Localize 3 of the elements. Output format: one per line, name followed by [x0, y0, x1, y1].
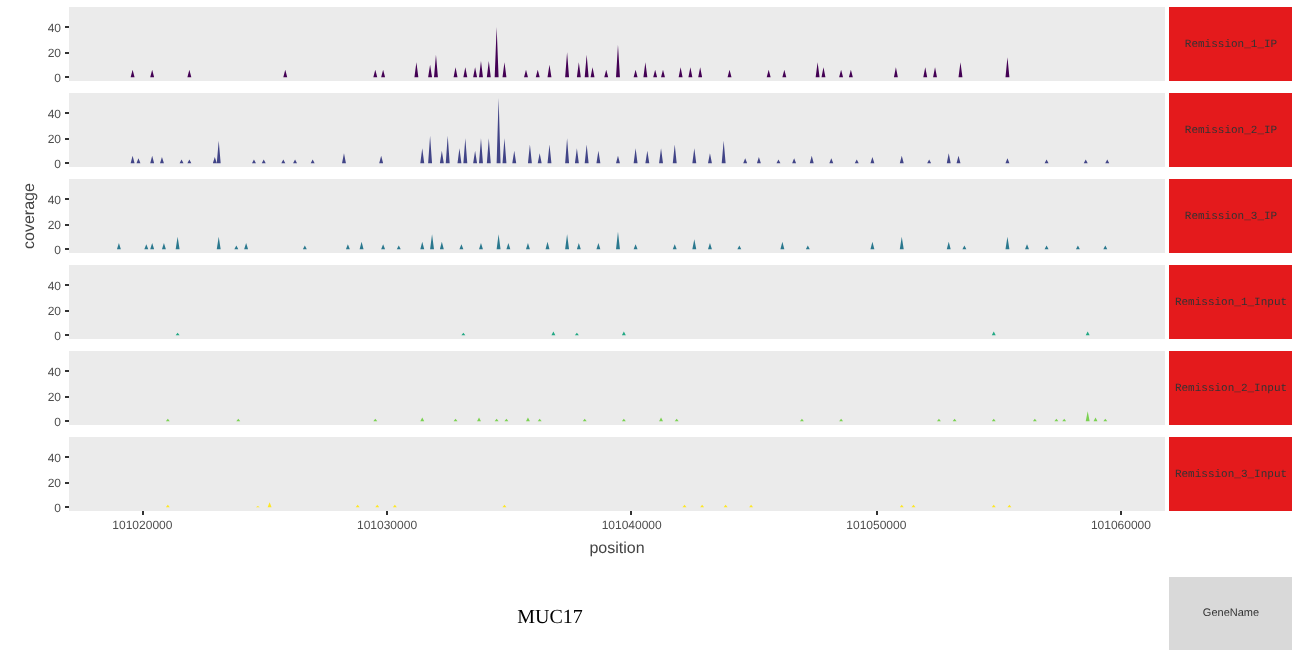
text: MUC17 [517, 606, 583, 629]
y-axis-title: coverage [19, 181, 38, 249]
x-axis-title: position [589, 539, 645, 557]
